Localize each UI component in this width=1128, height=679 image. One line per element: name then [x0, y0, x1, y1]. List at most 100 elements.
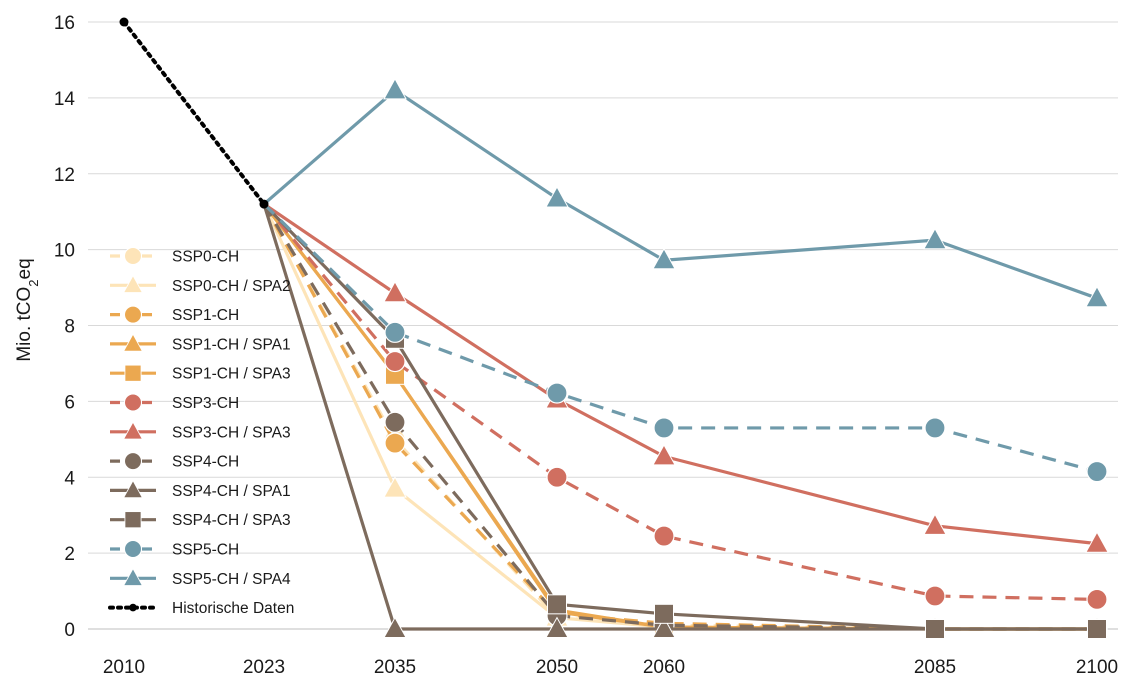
data-point	[123, 393, 143, 412]
legend-label: SSP3-CH	[172, 395, 239, 412]
legend-label: SSP4-CH / SPA1	[172, 483, 291, 500]
data-point	[123, 539, 143, 559]
data-point	[1086, 588, 1108, 611]
series-line	[122, 20, 266, 207]
series-line	[262, 203, 1098, 602]
x-tick-label: 2035	[374, 657, 416, 678]
series-ssp4-ch-spa3	[262, 202, 1107, 639]
data-point	[923, 227, 947, 250]
legend-label: SSP3-CH / SPA3	[172, 424, 291, 441]
x-tick-label: 2100	[1076, 657, 1118, 678]
data-point	[122, 421, 144, 440]
legend-label: SSP4-CH	[172, 454, 239, 471]
data-point	[124, 511, 142, 529]
data-point	[924, 585, 946, 607]
y-tick-label: 16	[54, 13, 75, 34]
data-point	[1087, 619, 1107, 639]
legend-entry: SSP0-CH	[110, 246, 239, 266]
data-point	[384, 321, 406, 343]
legend-label: SSP0-CH / SPA2	[172, 278, 291, 295]
y-tick-label: 12	[54, 165, 75, 186]
series-line	[262, 203, 1097, 631]
data-point	[383, 77, 407, 100]
y-tick-label: 14	[54, 89, 76, 110]
x-tick-label: 2023	[243, 657, 285, 678]
x-tick-label: 2085	[914, 657, 956, 678]
legend-entry: SSP4-CH / SPA1	[110, 479, 291, 500]
legend-entry: SSP1-CH / SPA1	[110, 333, 291, 353]
data-point	[546, 466, 568, 488]
y-axis-label-subscript: 2	[26, 279, 41, 286]
series-line	[263, 202, 1098, 546]
gridlines	[88, 21, 1118, 630]
data-point	[652, 247, 676, 270]
legend-entry: SSP0-CH / SPA2	[110, 274, 291, 295]
data-point	[654, 603, 674, 624]
data-point	[653, 417, 675, 439]
x-tick-label: 2060	[643, 657, 685, 678]
data-point	[1086, 460, 1108, 483]
data-point	[545, 616, 569, 639]
y-tick-label: 6	[64, 392, 75, 413]
data-point	[383, 616, 407, 639]
series-ssp5-ch-spa4	[262, 77, 1109, 308]
data-point	[122, 333, 144, 352]
x-tick-label: 2010	[103, 657, 145, 678]
series-lines	[119, 17, 1109, 640]
y-tick-label: 2	[64, 544, 75, 565]
data-point	[124, 364, 142, 382]
legend-entry: Historische Daten	[108, 600, 294, 617]
data-point	[1085, 531, 1109, 553]
series-ssp4-ch	[262, 203, 1108, 640]
data-point	[383, 280, 407, 303]
legend-entry: SSP1-CH / SPA3	[110, 364, 291, 383]
data-point	[546, 382, 568, 404]
legend-label: SSP5-CH	[172, 542, 239, 559]
x-axis-ticks: 2010 2023 2035 2050 2060 2085 2100	[103, 657, 1118, 678]
legend-label: SSP0-CH	[172, 249, 239, 266]
y-tick-label: 8	[64, 317, 75, 338]
series-ssp3-ch	[262, 203, 1108, 611]
legend-entry: SSP3-CH / SPA3	[110, 421, 291, 441]
data-point	[924, 417, 946, 439]
series-ssp5-ch	[262, 202, 1108, 483]
legend-entry: SSP4-CH	[110, 452, 239, 471]
data-point	[123, 246, 143, 266]
data-point	[259, 199, 269, 209]
legend-label: Historische Daten	[172, 600, 294, 617]
data-point	[1085, 285, 1109, 308]
y-axis-ticks: 0 2 4 6 8 10 12 14 16	[54, 13, 76, 641]
legend: SSP0-CH SSP0-CH / SPA2 SSP1-CH SSP1-CH / SP…	[108, 246, 294, 617]
legend-label: SSP4-CH / SPA3	[172, 512, 291, 529]
y-axis-label-suffix: eq	[14, 258, 35, 279]
data-point	[123, 452, 143, 471]
legend-entry: SSP1-CH	[110, 305, 239, 324]
data-point	[925, 619, 945, 639]
series-line	[262, 202, 1097, 631]
legend-label: SSP1-CH / SPA3	[172, 366, 291, 383]
data-point	[384, 432, 406, 454]
y-tick-label: 10	[54, 241, 75, 262]
y-tick-label: 0	[64, 620, 75, 641]
legend-entry: SSP5-CH	[110, 539, 239, 559]
data-point	[122, 567, 144, 586]
data-point	[384, 411, 406, 433]
x-tick-label: 2050	[536, 657, 578, 678]
legend-label: SSP1-CH	[172, 307, 239, 324]
legend-entry: SSP4-CH / SPA3	[110, 511, 291, 529]
series-line	[262, 202, 1098, 474]
y-tick-label: 4	[64, 468, 75, 489]
legend-label: SSP1-CH / SPA1	[172, 336, 291, 353]
legend-label: SSP5-CH / SPA4	[172, 571, 291, 588]
legend-entry: SSP3-CH	[110, 393, 239, 412]
data-point	[652, 443, 676, 466]
data-point	[129, 603, 137, 612]
legend-entry: SSP5-CH / SPA4	[110, 567, 291, 588]
data-point	[652, 616, 676, 639]
data-point	[923, 513, 947, 535]
data-point	[122, 274, 144, 293]
data-point	[545, 185, 569, 208]
data-point	[653, 525, 675, 547]
series-line	[262, 88, 1098, 300]
